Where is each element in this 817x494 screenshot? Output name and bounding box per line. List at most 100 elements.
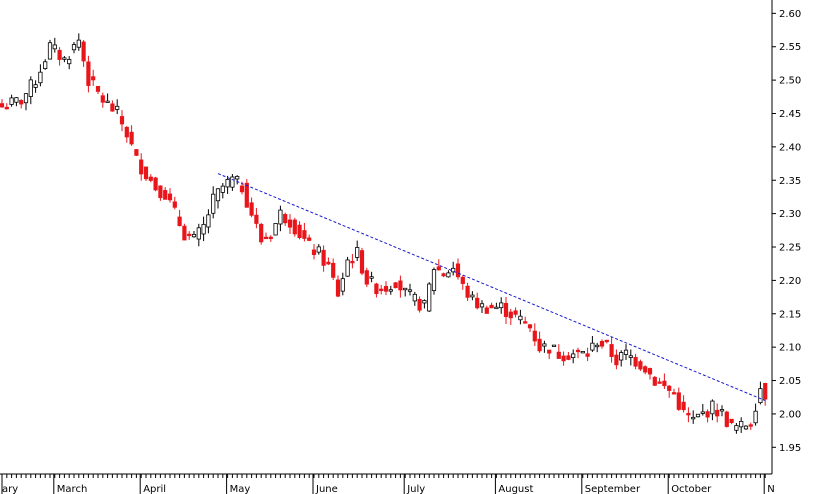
candle bbox=[182, 223, 187, 241]
month-label: ary bbox=[2, 484, 18, 494]
candle bbox=[671, 388, 677, 395]
candle bbox=[283, 212, 288, 226]
candle-body bbox=[263, 236, 269, 240]
candle-body bbox=[686, 412, 691, 416]
candle-body bbox=[681, 401, 686, 411]
candle-body bbox=[705, 411, 710, 418]
candle bbox=[638, 359, 643, 371]
candle bbox=[95, 85, 101, 94]
candle-body bbox=[254, 214, 259, 224]
candle-body bbox=[633, 357, 638, 367]
y-tick-label: 2.05 bbox=[779, 376, 801, 387]
candle bbox=[431, 267, 437, 295]
candle-body bbox=[614, 354, 619, 366]
candle bbox=[633, 353, 638, 370]
candle-body bbox=[335, 279, 341, 297]
y-tick-label: 2.60 bbox=[779, 9, 801, 20]
candle-body bbox=[201, 223, 206, 235]
candle bbox=[652, 376, 657, 387]
month-label: July bbox=[406, 484, 425, 494]
candle bbox=[33, 80, 38, 93]
candle bbox=[571, 349, 576, 364]
candle-body bbox=[350, 260, 355, 264]
candle bbox=[297, 221, 302, 240]
candle-body bbox=[537, 338, 542, 352]
candle-body bbox=[465, 285, 470, 298]
candle bbox=[374, 282, 379, 298]
month-label: March bbox=[57, 484, 87, 494]
candle bbox=[407, 283, 413, 296]
candle-body bbox=[551, 344, 557, 347]
y-tick-label: 2.35 bbox=[779, 176, 801, 187]
candle-body bbox=[4, 106, 9, 110]
candle-body bbox=[235, 175, 240, 180]
candle-body bbox=[595, 344, 600, 348]
candle bbox=[263, 232, 269, 240]
candle-body bbox=[14, 97, 19, 103]
candle bbox=[172, 196, 177, 210]
candle-body bbox=[225, 179, 230, 188]
candle bbox=[292, 217, 297, 237]
candle-body bbox=[273, 223, 278, 236]
candle-body bbox=[566, 355, 571, 360]
candle-body bbox=[124, 126, 129, 138]
candle bbox=[139, 153, 144, 181]
candle bbox=[76, 33, 81, 51]
candle-body bbox=[158, 185, 163, 198]
candle-body bbox=[513, 310, 518, 315]
candle-body bbox=[604, 339, 609, 343]
candle bbox=[739, 417, 744, 433]
candle bbox=[484, 305, 489, 314]
candle-body bbox=[494, 306, 499, 310]
candle bbox=[412, 291, 417, 306]
candle bbox=[307, 234, 312, 242]
candle bbox=[177, 209, 182, 227]
candle bbox=[446, 270, 451, 278]
candle bbox=[494, 302, 499, 310]
candle bbox=[561, 351, 566, 366]
candle bbox=[451, 261, 456, 276]
candle bbox=[244, 179, 249, 208]
candle-body bbox=[355, 247, 360, 258]
candle bbox=[763, 382, 768, 406]
candle bbox=[566, 352, 571, 361]
candle bbox=[249, 197, 254, 218]
candle-body bbox=[542, 343, 547, 347]
candle bbox=[278, 205, 283, 232]
candle bbox=[503, 296, 509, 325]
candle bbox=[710, 399, 715, 421]
candle-body bbox=[326, 261, 331, 265]
candle-body bbox=[374, 283, 379, 295]
candle bbox=[196, 223, 201, 247]
candle bbox=[595, 342, 600, 353]
candle-body bbox=[316, 246, 321, 253]
candle bbox=[599, 339, 605, 349]
candle bbox=[211, 186, 216, 219]
candle-body bbox=[129, 131, 134, 145]
candle-body bbox=[71, 44, 77, 51]
month-label: June bbox=[315, 484, 338, 494]
candle bbox=[748, 422, 753, 431]
candle-body bbox=[571, 353, 576, 359]
candle bbox=[47, 39, 53, 60]
candle-body bbox=[105, 100, 110, 104]
candle-body bbox=[163, 190, 168, 200]
month-label: May bbox=[230, 484, 251, 494]
candle-body bbox=[441, 273, 446, 277]
y-tick-label: 2.00 bbox=[779, 409, 801, 420]
candle bbox=[422, 299, 427, 309]
candle-body bbox=[177, 216, 182, 227]
candle bbox=[316, 244, 321, 255]
candle-body bbox=[422, 300, 427, 304]
candle-body bbox=[268, 236, 273, 240]
candle-body bbox=[662, 380, 667, 387]
candle-body bbox=[417, 298, 422, 311]
candle bbox=[527, 324, 533, 333]
candle bbox=[695, 413, 701, 418]
candle bbox=[302, 222, 307, 242]
candle bbox=[508, 308, 513, 326]
candle-body bbox=[340, 278, 345, 292]
candle-body bbox=[695, 413, 701, 418]
candle-body bbox=[23, 93, 29, 104]
